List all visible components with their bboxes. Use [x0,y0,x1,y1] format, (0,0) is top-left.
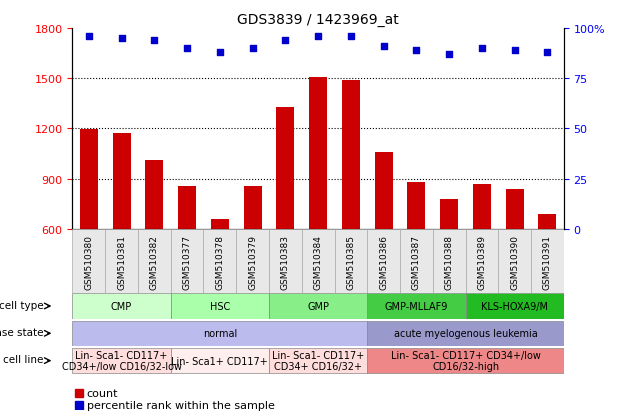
Bar [211,219,229,229]
Point [411,47,421,54]
Bar [440,200,458,229]
Bar [244,187,261,229]
Bar [335,229,367,293]
Bar [171,348,269,373]
Bar [367,348,564,373]
Bar [302,229,335,293]
Text: normal: normal [203,328,237,339]
Text: cell line: cell line [3,354,43,364]
Text: GMP: GMP [307,301,329,311]
Text: GSM510388: GSM510388 [445,234,454,289]
Bar [72,321,367,346]
Text: cell type: cell type [0,300,43,310]
Bar [269,229,302,293]
Point [542,50,553,56]
Bar [138,229,171,293]
Bar [277,107,294,229]
Bar [146,161,163,229]
Text: percentile rank within the sample: percentile rank within the sample [86,400,275,410]
Bar [72,229,105,293]
Bar [171,229,203,293]
Point [280,38,290,44]
Text: GSM510378: GSM510378 [215,234,224,289]
Bar [105,229,138,293]
Text: GSM510382: GSM510382 [150,234,159,289]
Point [477,45,487,52]
Text: HSC: HSC [210,301,230,311]
Bar [80,130,98,229]
Bar [171,294,269,319]
Text: GSM510377: GSM510377 [183,234,192,289]
Bar [342,81,360,229]
Bar [466,229,498,293]
Text: GSM510386: GSM510386 [379,234,388,289]
Bar [269,348,367,373]
Point [444,52,454,58]
Bar [506,189,524,229]
Bar [375,152,392,229]
Bar [269,294,367,319]
Text: GSM510391: GSM510391 [543,234,552,289]
Text: GSM510387: GSM510387 [412,234,421,289]
Bar [76,401,83,408]
Bar [400,229,433,293]
Point [313,33,323,40]
Bar [367,229,400,293]
Bar [466,294,564,319]
Text: GSM510380: GSM510380 [84,234,93,289]
Text: disease state: disease state [0,327,43,337]
Bar [367,321,564,346]
Text: Lin- Sca1- CD117+
CD34+ CD16/32+: Lin- Sca1- CD117+ CD34+ CD16/32+ [272,350,364,372]
Text: KLS-HOXA9/M: KLS-HOXA9/M [481,301,548,311]
Text: Lin- Sca1+ CD117+: Lin- Sca1+ CD117+ [171,356,268,366]
Bar [473,184,491,229]
Point [346,33,356,40]
Text: count: count [86,388,118,398]
Bar [76,389,83,397]
Title: GDS3839 / 1423969_at: GDS3839 / 1423969_at [238,12,399,26]
Text: Lin- Sca1- CD117+ CD34+/low
CD16/32-high: Lin- Sca1- CD117+ CD34+/low CD16/32-high [391,350,541,372]
Text: GSM510384: GSM510384 [314,234,323,289]
Point [84,33,94,40]
Point [215,50,225,56]
Bar [309,77,327,229]
Text: GSM510383: GSM510383 [281,234,290,289]
Bar [408,183,425,229]
Bar [531,229,564,293]
Text: GMP-MLLAF9: GMP-MLLAF9 [385,301,448,311]
Point [248,45,258,52]
Bar [72,294,171,319]
Text: GSM510389: GSM510389 [478,234,486,289]
Point [149,38,159,44]
Bar [178,187,196,229]
Bar [367,294,466,319]
Text: GSM510390: GSM510390 [510,234,519,289]
Text: GSM510379: GSM510379 [248,234,257,289]
Bar [236,229,269,293]
Text: acute myelogenous leukemia: acute myelogenous leukemia [394,328,537,339]
Bar [498,229,531,293]
Bar [433,229,466,293]
Point [182,45,192,52]
Text: Lin- Sca1- CD117+
CD34+/low CD16/32-low: Lin- Sca1- CD117+ CD34+/low CD16/32-low [62,350,181,372]
Text: GSM510385: GSM510385 [346,234,355,289]
Bar [203,229,236,293]
Point [510,47,520,54]
Point [117,36,127,42]
Bar [113,133,130,229]
Bar [539,214,556,229]
Text: CMP: CMP [111,301,132,311]
Point [379,44,389,50]
Text: GSM510381: GSM510381 [117,234,126,289]
Bar [72,348,171,373]
